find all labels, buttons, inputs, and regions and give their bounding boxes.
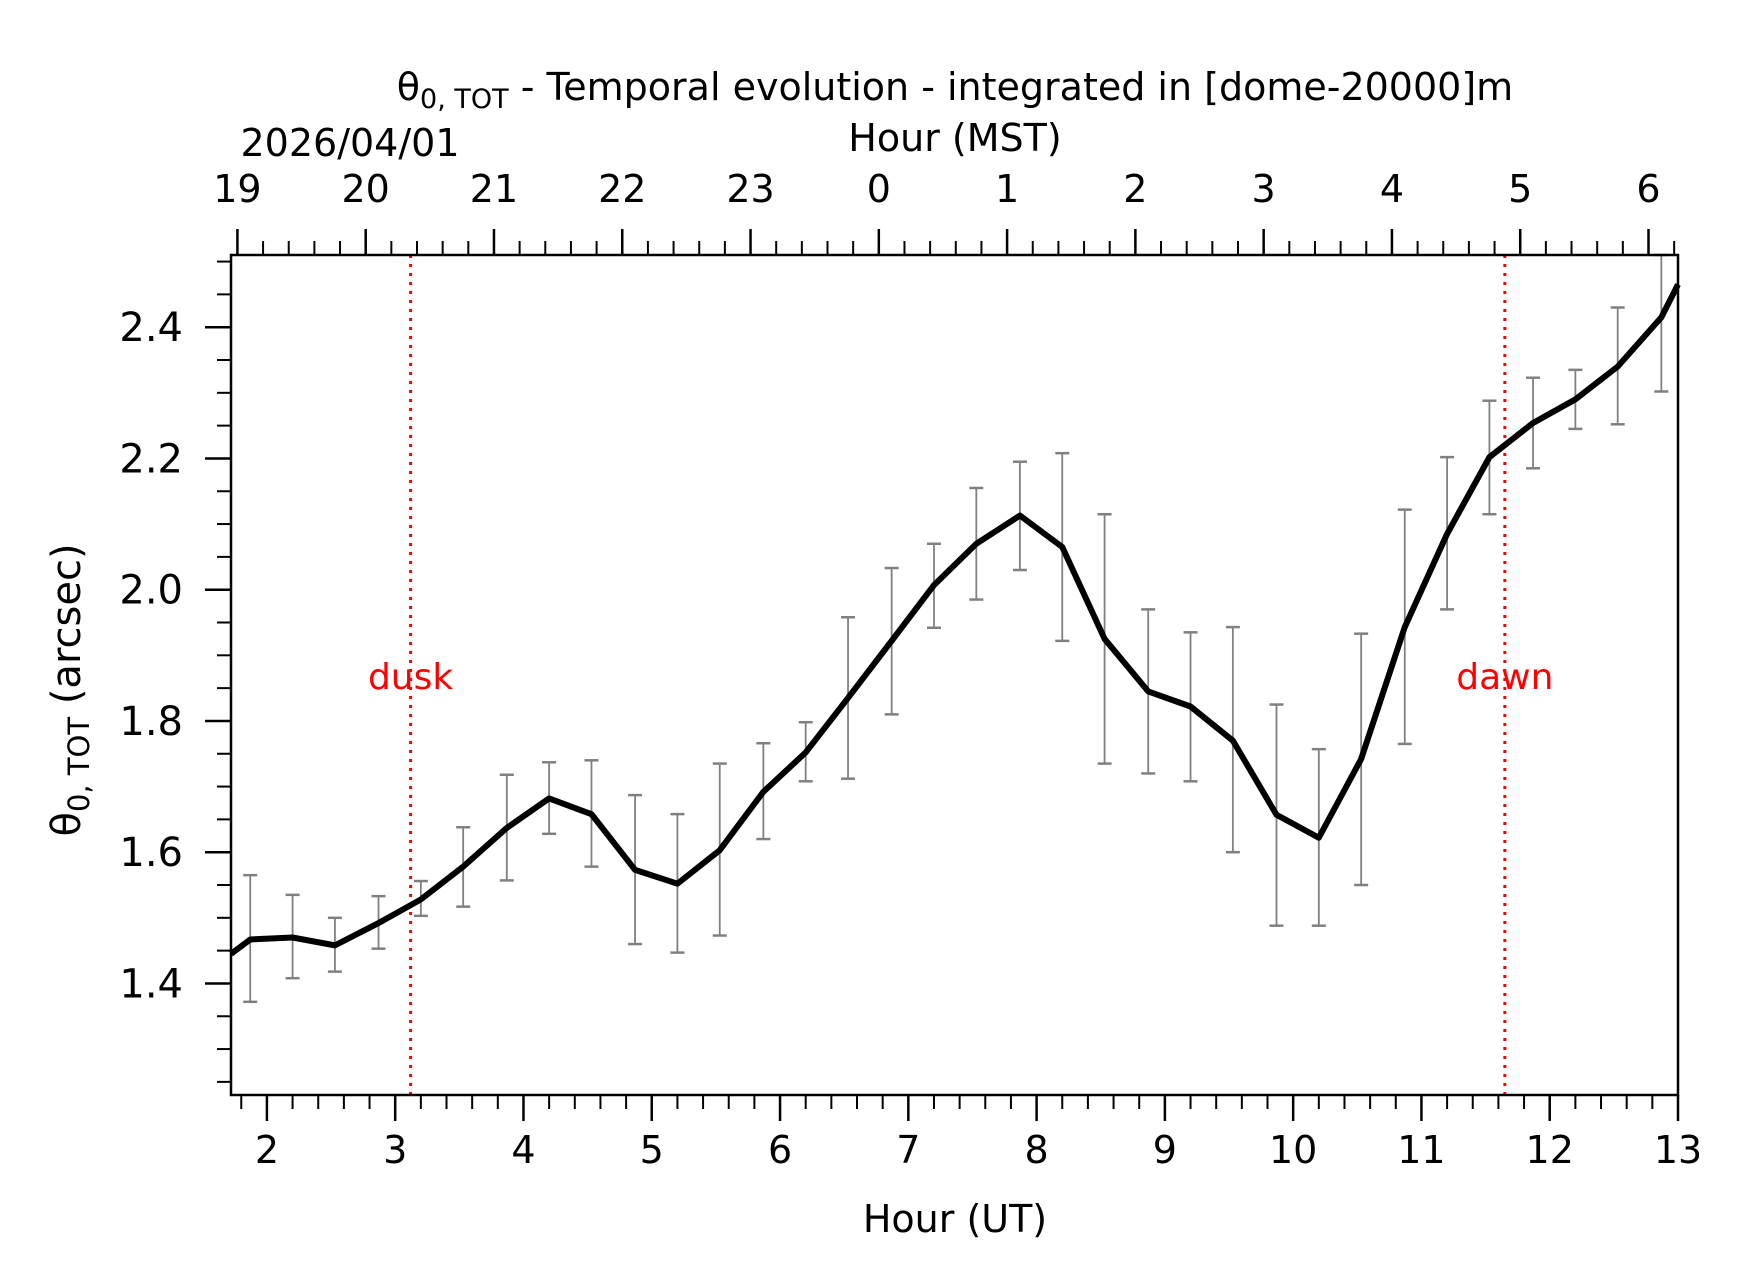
top-tick-label: 4: [1380, 167, 1404, 211]
x-tick-label: 7: [896, 1128, 920, 1172]
y-tick-label: 2.0: [119, 568, 183, 614]
top-tick-label: 6: [1636, 167, 1660, 211]
top-tick-label: 5: [1508, 167, 1532, 211]
x-tick-label: 11: [1397, 1128, 1445, 1172]
x-tick-label: 10: [1269, 1128, 1317, 1172]
top-tick-label: 1: [995, 167, 1019, 211]
dawn-label: dawn: [1456, 657, 1553, 698]
top-tick-label: 19: [213, 167, 261, 211]
y-tick-label: 2.2: [119, 436, 183, 482]
x-axis-label: Hour (UT): [863, 1197, 1047, 1241]
y-tick-label: 1.6: [119, 830, 183, 876]
series-line: [229, 283, 1681, 957]
y-tick-label: 2.4: [119, 305, 183, 351]
date-label: 2026/04/01: [240, 121, 459, 165]
top-tick-label: 21: [470, 167, 518, 211]
x-tick-label: 13: [1654, 1128, 1702, 1172]
dusk-label: dusk: [368, 657, 453, 698]
top-axis-label: Hour (MST): [848, 116, 1061, 160]
top-tick-label: 20: [342, 167, 390, 211]
top-tick-label: 3: [1252, 167, 1276, 211]
x-tick-label: 9: [1153, 1128, 1177, 1172]
top-tick-label: 2: [1123, 167, 1147, 211]
y-tick-label: 1.8: [119, 699, 183, 745]
top-tick-label: 0: [867, 167, 891, 211]
x-tick-label: 6: [768, 1128, 792, 1172]
x-tick-label: 12: [1526, 1128, 1574, 1172]
top-tick-label: 22: [598, 167, 646, 211]
plot-frame: [229, 253, 1680, 1097]
x-tick-label: 5: [640, 1128, 664, 1172]
x-tick-label: 3: [383, 1128, 407, 1172]
x-tick-label: 2: [255, 1128, 279, 1172]
x-tick-label: 4: [511, 1128, 535, 1172]
y-axis-label: θ0, TOT (arcsec): [44, 543, 96, 836]
chart-title: θ0, TOT - Temporal evolution - integrate…: [397, 65, 1513, 115]
y-tick-label: 1.4: [119, 961, 183, 1007]
top-tick-label: 23: [726, 167, 774, 211]
x-tick-label: 8: [1025, 1128, 1049, 1172]
